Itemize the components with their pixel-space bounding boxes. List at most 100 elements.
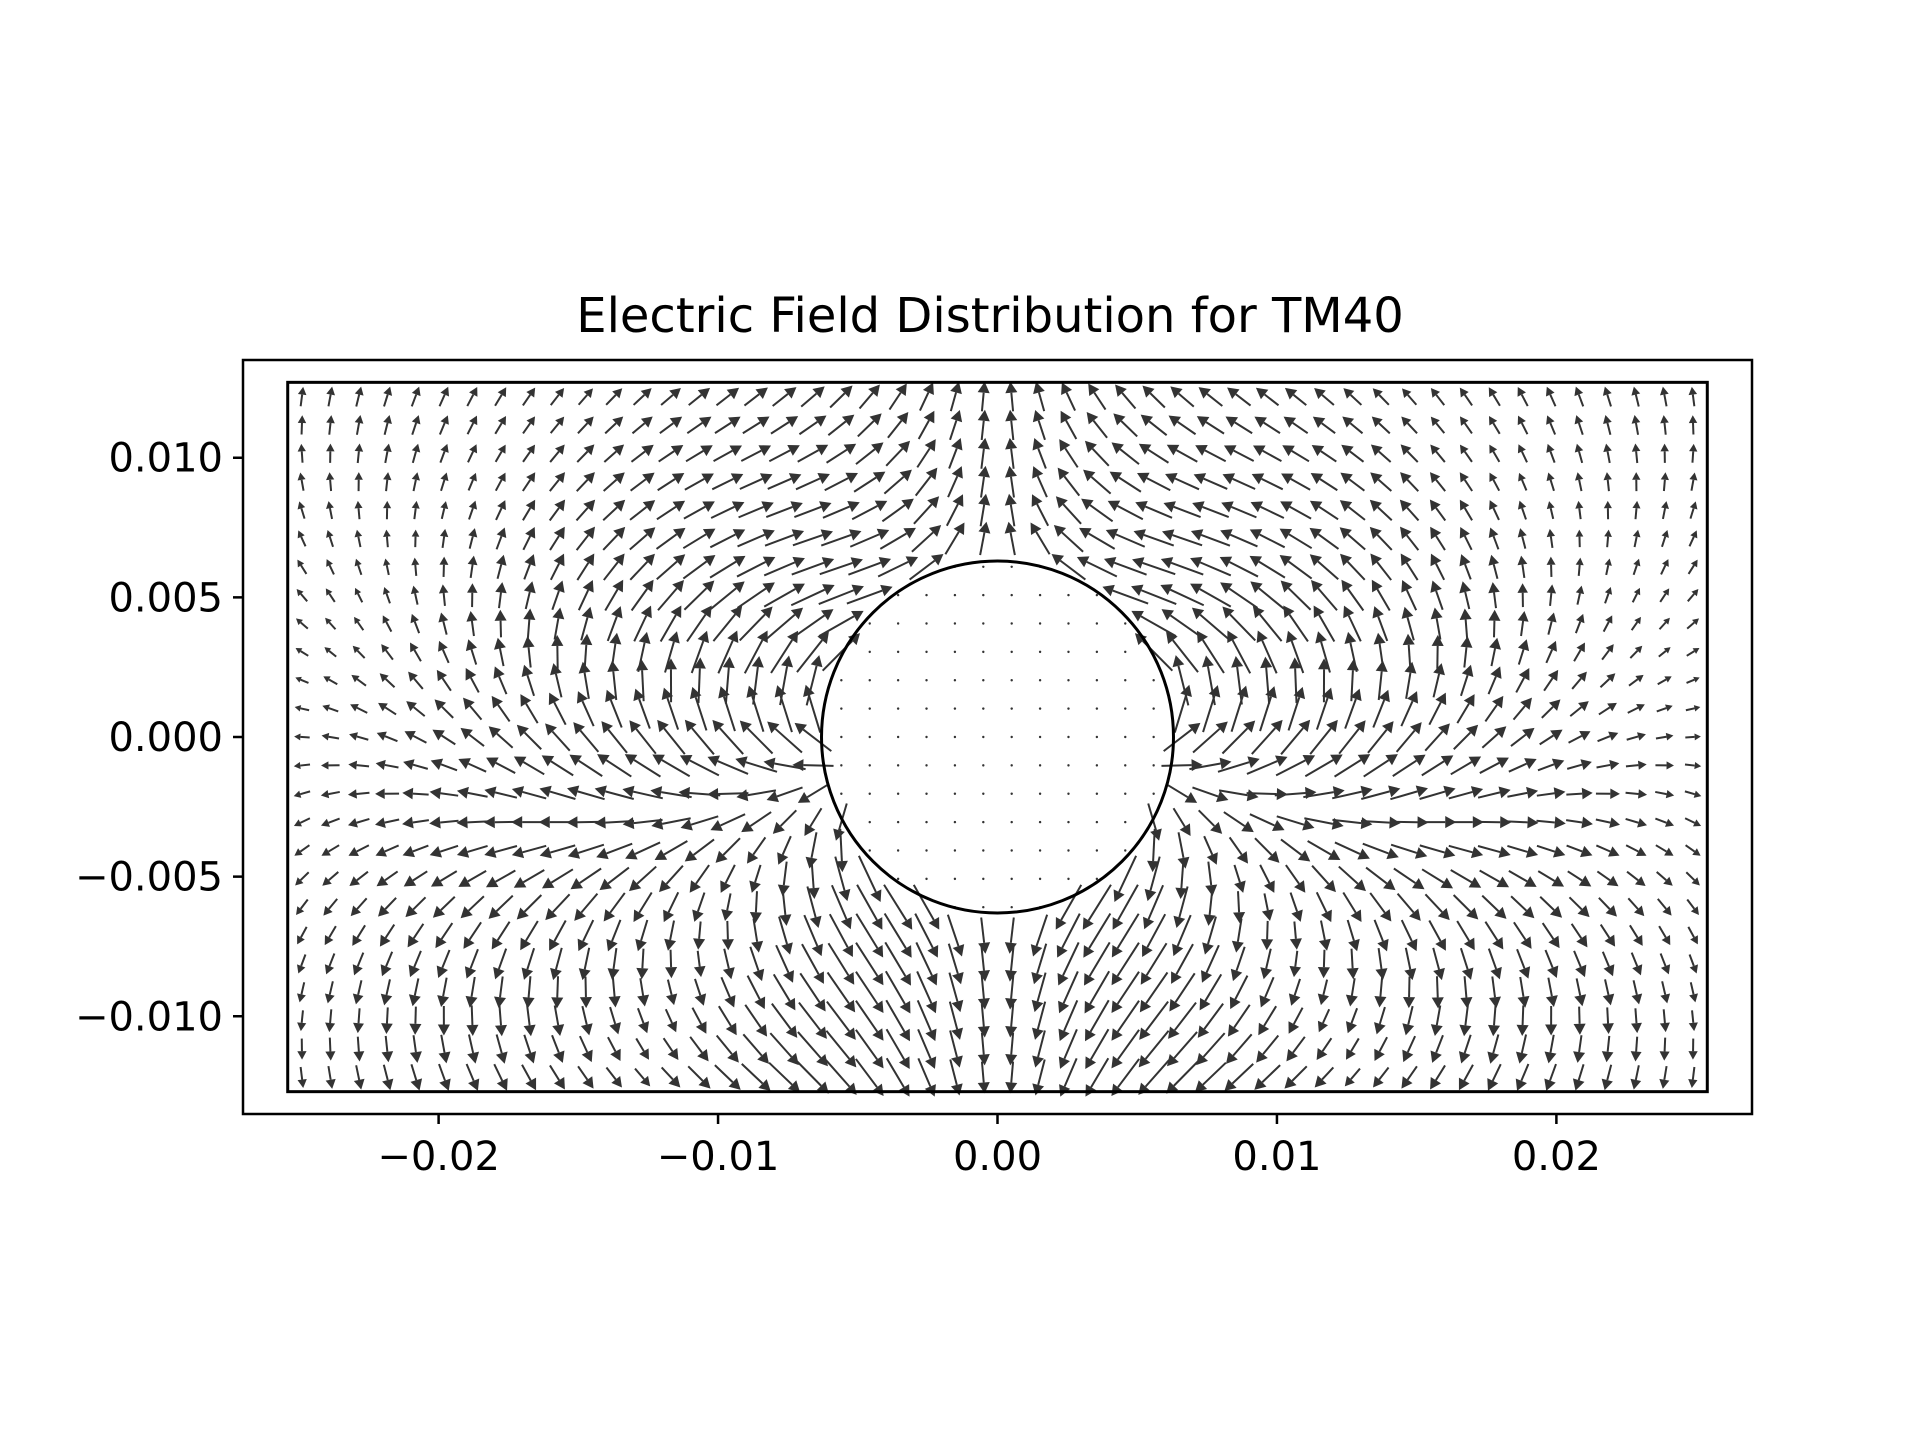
field-arrow (1102, 584, 1149, 605)
field-arrow (609, 1006, 621, 1035)
field-arrow (1686, 618, 1700, 630)
field-arrow (1165, 472, 1200, 491)
field-arrow (1095, 735, 1099, 739)
field-arrow (463, 921, 482, 949)
field-arrow (440, 472, 449, 492)
field-arrow (1067, 593, 1070, 597)
field-arrow (769, 1032, 799, 1066)
field-arrow (1205, 861, 1218, 897)
field-arrow (1393, 867, 1425, 890)
field-arrow (1658, 647, 1671, 658)
field-arrow (1286, 630, 1305, 674)
field-arrow (796, 631, 829, 673)
field-arrow (1111, 913, 1140, 958)
field-arrow (1124, 820, 1127, 824)
field-arrow (607, 947, 620, 980)
field-arrow (484, 786, 518, 799)
field-arrow (513, 869, 545, 888)
field-arrow (1575, 585, 1585, 605)
field-arrow (1169, 972, 1196, 1012)
field-arrow (916, 999, 937, 1042)
field-arrow (354, 587, 364, 603)
field-arrow (607, 1036, 621, 1062)
field-arrow (1317, 949, 1330, 979)
field-arrow (855, 442, 884, 465)
field-arrow (1630, 1065, 1642, 1090)
field-arrow (516, 724, 542, 750)
field-arrow (856, 884, 883, 930)
field-arrow (494, 609, 507, 638)
field-arrow (1284, 1065, 1308, 1089)
field-arrow (354, 558, 363, 576)
field-arrow (1515, 1063, 1530, 1091)
field-arrow (715, 387, 740, 407)
field-arrow (794, 501, 832, 519)
field-arrow (1430, 607, 1443, 640)
field-arrow (1487, 666, 1502, 695)
y-tick-label: 0.010 (108, 436, 223, 482)
field-arrow (1345, 1037, 1360, 1060)
field-arrow (684, 473, 714, 491)
field-arrow (456, 845, 488, 858)
field-arrow (1372, 388, 1390, 406)
field-arrow (1111, 1000, 1140, 1041)
field-arrow (868, 650, 871, 654)
field-arrow (629, 553, 655, 581)
field-arrow (467, 444, 478, 463)
field-arrow (1575, 472, 1584, 492)
field-arrow (914, 913, 939, 958)
field-arrow (1058, 999, 1079, 1042)
field-arrow (380, 951, 394, 977)
field-arrow (925, 593, 928, 597)
field-arrow (460, 727, 485, 747)
field-arrow (1285, 864, 1306, 893)
field-arrow (1630, 952, 1643, 976)
field-arrow (1448, 786, 1484, 800)
field-arrow (456, 816, 489, 829)
field-arrow (551, 976, 564, 1009)
field-arrow (1390, 785, 1428, 801)
field-arrow (1105, 528, 1146, 548)
field-arrow (1432, 663, 1445, 698)
field-arrow (1256, 1034, 1280, 1063)
field-arrow (354, 443, 364, 464)
field-arrow (380, 979, 393, 1006)
field-arrow (1142, 385, 1166, 409)
field-arrow (297, 1066, 307, 1088)
field-arrow (946, 914, 965, 957)
field-arrow (1597, 731, 1619, 743)
field-arrow (1143, 884, 1164, 930)
field-arrow (378, 702, 397, 716)
field-arrow (896, 622, 900, 625)
field-arrow (1595, 817, 1620, 828)
field-arrow (545, 893, 571, 921)
field-arrow (603, 444, 625, 463)
field-arrow (604, 416, 624, 435)
field-arrow (1222, 473, 1256, 490)
field-arrow (381, 1007, 393, 1035)
field-arrow (868, 764, 871, 767)
field-arrow (1598, 702, 1617, 716)
field-arrow (348, 844, 370, 857)
field-arrow (977, 1032, 990, 1066)
field-arrow (763, 556, 805, 577)
x-tick-label: −0.02 (377, 1134, 500, 1180)
field-arrow (596, 842, 633, 860)
field-arrow (1095, 877, 1099, 881)
field-arrow (1481, 726, 1507, 749)
field-arrow (1631, 1008, 1642, 1034)
field-arrow (1307, 840, 1341, 861)
field-arrow (602, 499, 626, 521)
field-arrow (765, 607, 804, 641)
field-arrow (840, 792, 843, 795)
field-arrow (326, 443, 335, 463)
field-arrow (1345, 978, 1358, 1007)
field-arrow (1067, 849, 1070, 852)
field-arrow (429, 844, 459, 858)
field-arrow (925, 622, 928, 625)
field-arrow (351, 674, 367, 687)
field-arrow (550, 663, 563, 698)
field-arrow (1566, 787, 1593, 800)
field-arrow (606, 606, 623, 642)
field-arrow (884, 941, 911, 986)
